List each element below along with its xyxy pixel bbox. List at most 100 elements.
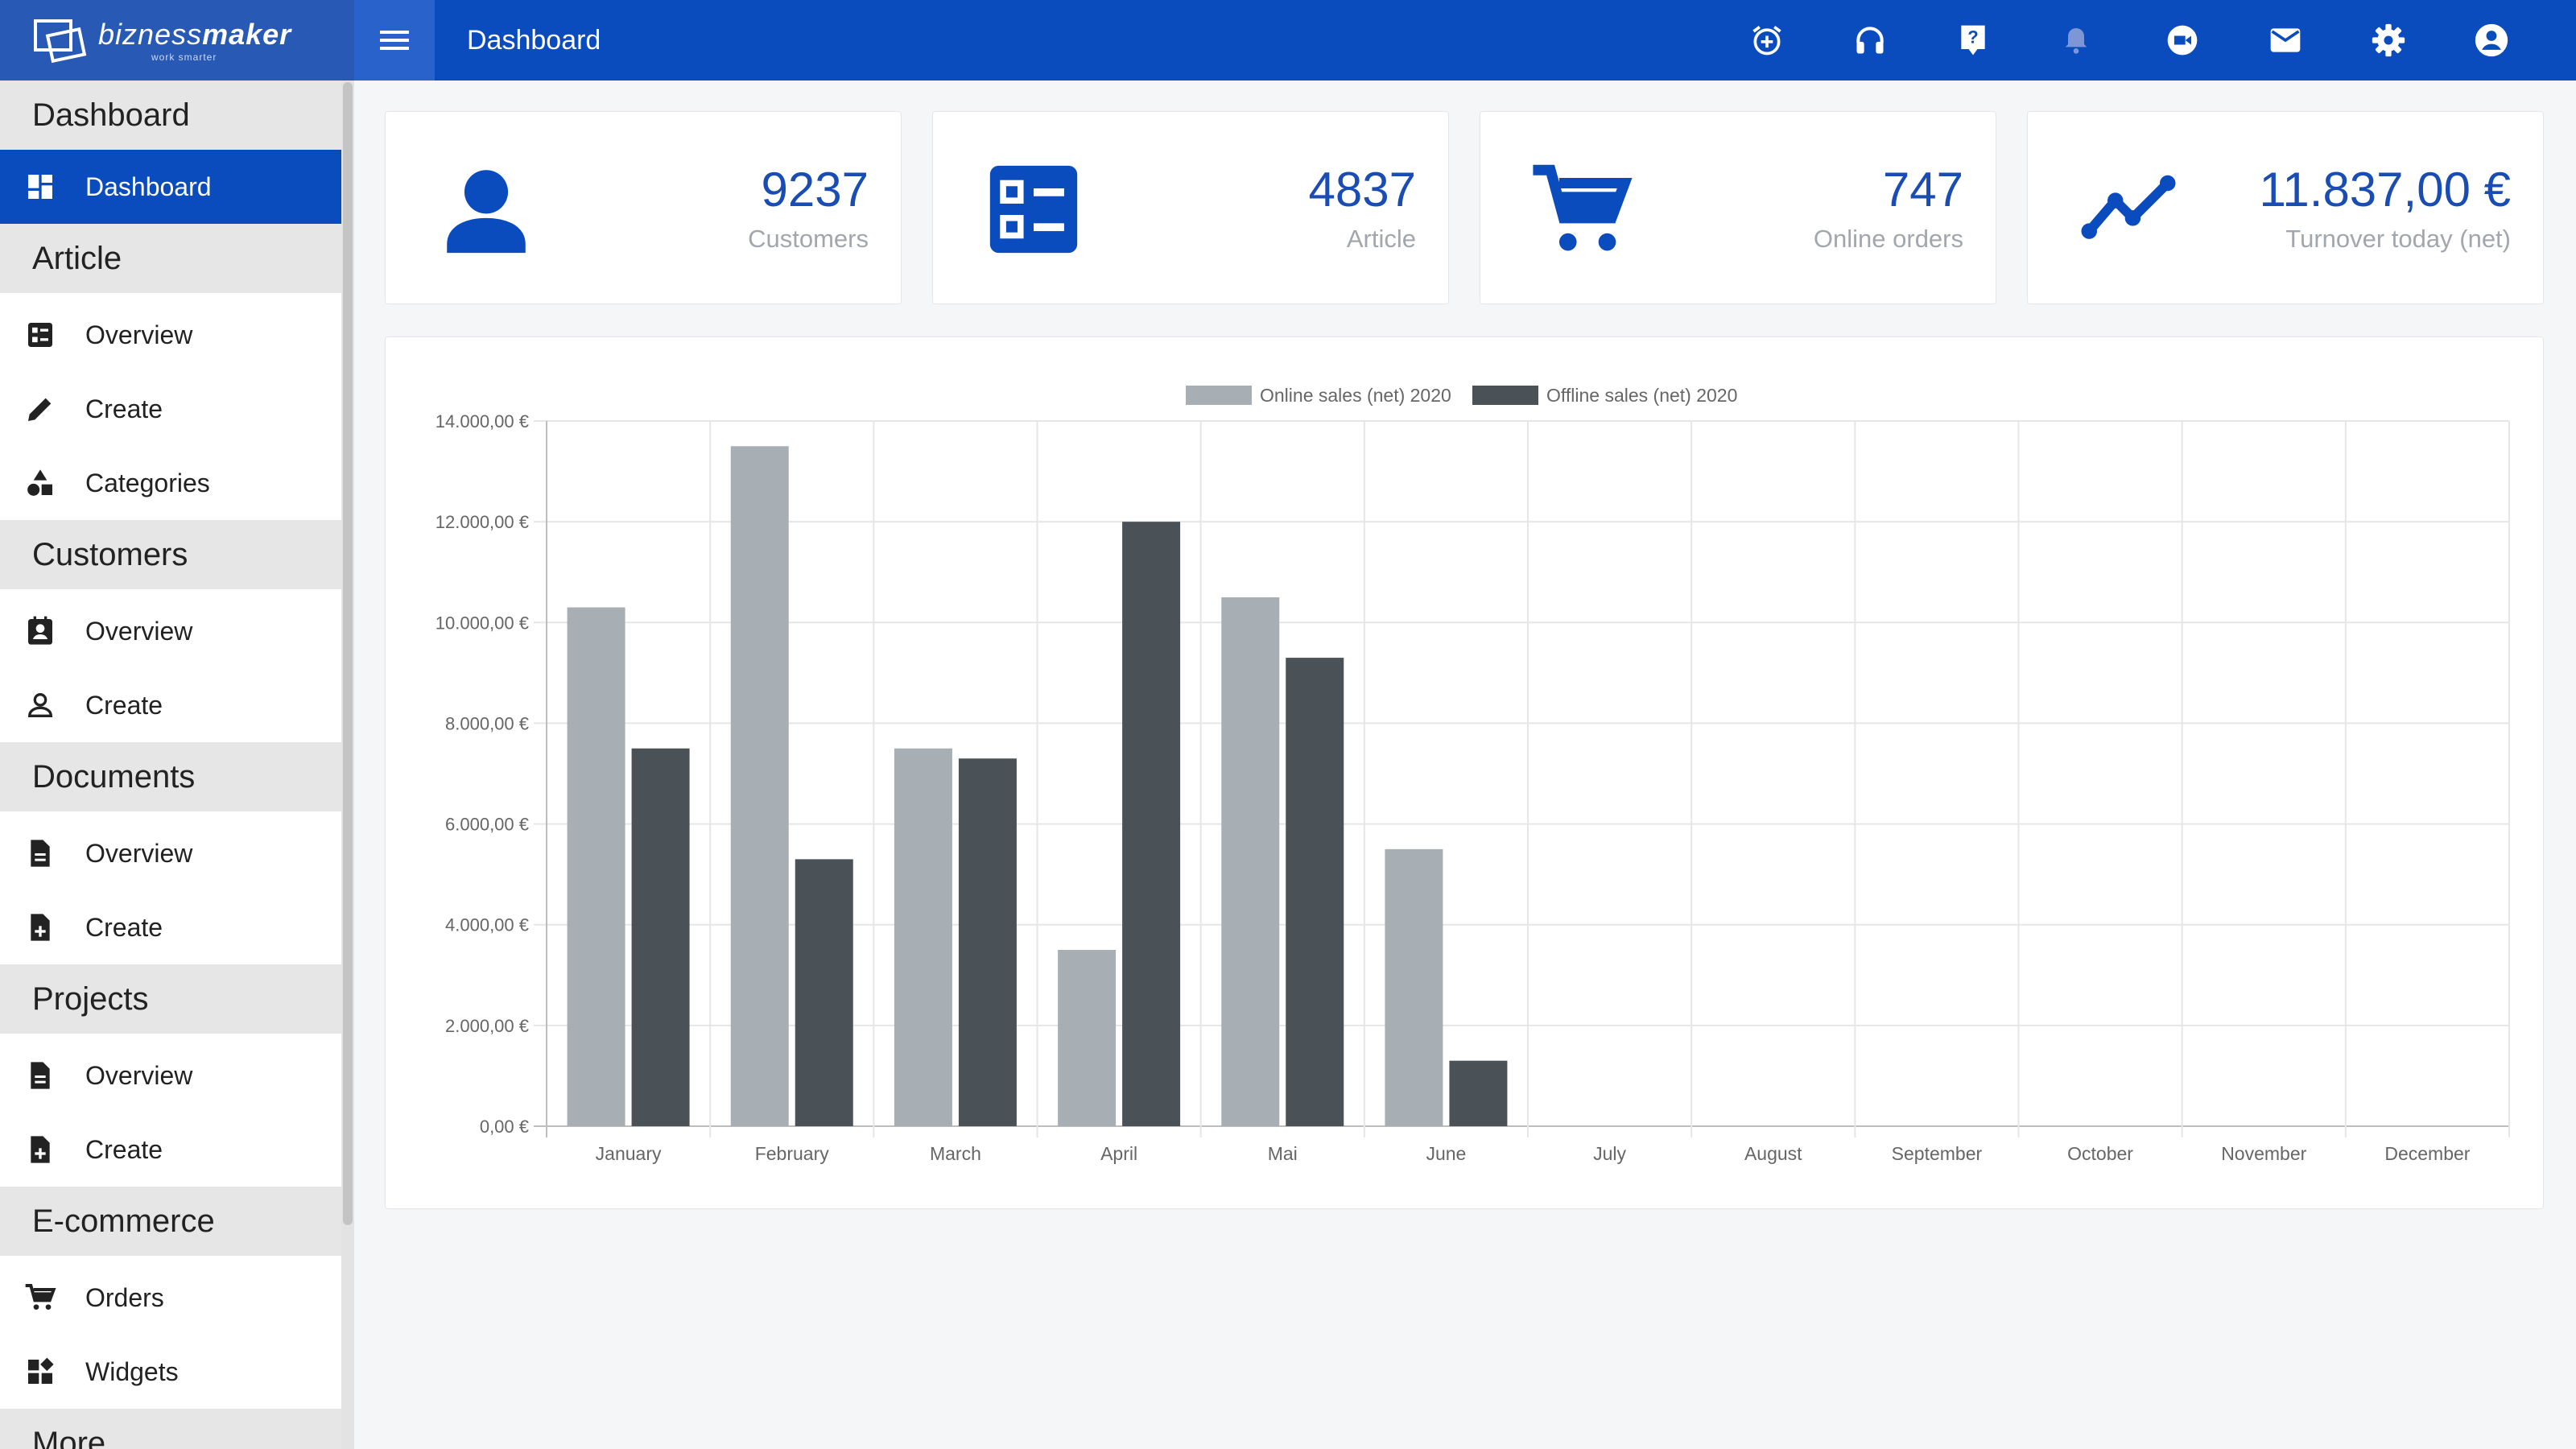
top-bar: biznessmaker work smarter Dashboard ? xyxy=(0,0,2576,80)
help-icon[interactable]: ? xyxy=(1953,20,1993,60)
chart-bar-offline xyxy=(1449,1060,1508,1126)
stat-card-customers: 9237 Customers xyxy=(385,111,902,304)
sidebar-item-documents-overview[interactable]: Overview xyxy=(0,816,341,890)
customer-icon xyxy=(447,170,526,254)
headset-icon[interactable] xyxy=(1850,20,1890,60)
document-add-icon xyxy=(31,1136,50,1163)
x-tick-label: June xyxy=(1426,1143,1466,1164)
chart-bar-online xyxy=(1221,597,1280,1126)
list-icon xyxy=(28,323,52,347)
stat-label: Customers xyxy=(748,225,869,253)
logo-mark-icon xyxy=(34,19,87,64)
sidebar-section-dashboard: Dashboard xyxy=(0,80,341,150)
x-tick-label: July xyxy=(1593,1143,1626,1164)
sidebar-item-article-categories[interactable]: Categories xyxy=(0,446,341,520)
sidebar-item-dashboard[interactable]: Dashboard xyxy=(0,150,341,224)
chart-bar-online xyxy=(567,607,625,1126)
sidebar-section-customers: Customers xyxy=(0,520,341,589)
sidebar-item-orders[interactable]: Orders xyxy=(0,1261,341,1335)
document-add-icon xyxy=(31,914,50,941)
pencil-icon xyxy=(28,398,52,421)
sales-bar-chart: 0,00 € 2.000,00 € 4.000,00 € 6.000,00 € 8.00… xyxy=(436,385,2510,1164)
dashboard-icon xyxy=(28,175,52,199)
stat-value: 9237 xyxy=(761,163,869,217)
sidebar-item-customers-overview[interactable]: Overview xyxy=(0,594,341,668)
page-title: Dashboard xyxy=(467,25,601,56)
mail-icon[interactable] xyxy=(2265,20,2306,60)
legend-swatch xyxy=(1186,386,1252,405)
x-tick-label: December xyxy=(2384,1143,2470,1164)
stat-value: 11.837,00 € xyxy=(2259,163,2511,217)
y-tick-label: 10.000,00 € xyxy=(436,613,529,633)
stat-value: 747 xyxy=(1882,163,1963,217)
document-icon xyxy=(31,840,50,867)
x-tick-label: April xyxy=(1100,1143,1137,1164)
sidebar-item-customers-create[interactable]: Create xyxy=(0,668,341,742)
cart-icon xyxy=(1533,164,1633,251)
legend-label: Offline sales (net) 2020 xyxy=(1546,385,1737,406)
sidebar-item-article-create[interactable]: Create xyxy=(0,372,341,446)
sidebar-scrollbar-thumb[interactable] xyxy=(343,82,353,1225)
x-tick-label: February xyxy=(755,1143,830,1164)
person-icon xyxy=(27,693,53,717)
sidebar-item-documents-create[interactable]: Create xyxy=(0,890,341,964)
sidebar-section-article: Article xyxy=(0,224,341,293)
widgets-icon xyxy=(28,1357,54,1384)
sidebar-section-documents: Documents xyxy=(0,742,341,811)
y-tick-label: 12.000,00 € xyxy=(436,512,529,532)
contact-card-icon xyxy=(28,616,52,645)
sidebar: Dashboard Dashboard Article Overview Cre… xyxy=(0,80,354,1449)
alarm-icon[interactable] xyxy=(1747,20,1787,60)
y-tick-label: 2.000,00 € xyxy=(445,1016,529,1036)
chart-bar-online xyxy=(1058,950,1117,1126)
y-tick-label: 0,00 € xyxy=(480,1117,529,1137)
y-tick-label: 8.000,00 € xyxy=(445,713,529,733)
stat-card-online-orders: 747 Online orders xyxy=(1480,111,1996,304)
brand-tagline: work smarter xyxy=(151,52,217,63)
stat-label: Article xyxy=(1346,225,1416,253)
settings-icon[interactable] xyxy=(2368,20,2409,60)
logo[interactable]: biznessmaker work smarter xyxy=(0,0,354,80)
y-tick-label: 6.000,00 € xyxy=(445,815,529,835)
chart-bar-offline xyxy=(795,859,853,1126)
chart-bar-offline xyxy=(958,758,1017,1126)
stat-label: Turnover today (net) xyxy=(2285,225,2511,253)
video-icon[interactable] xyxy=(2162,20,2202,60)
stat-value: 4837 xyxy=(1308,163,1416,217)
x-tick-label: November xyxy=(2221,1143,2306,1164)
chart-bar-offline xyxy=(631,748,690,1126)
hamburger-icon xyxy=(380,31,409,50)
x-tick-label: October xyxy=(2067,1143,2133,1164)
x-tick-label: September xyxy=(1892,1143,1983,1164)
document-icon xyxy=(31,1062,50,1089)
x-tick-label: March xyxy=(930,1143,981,1164)
svg-text:?: ? xyxy=(1967,27,1978,47)
y-tick-label: 4.000,00 € xyxy=(445,915,529,935)
menu-toggle-button[interactable] xyxy=(354,0,435,80)
x-tick-label: August xyxy=(1744,1143,1802,1164)
chart-bar-online xyxy=(1385,848,1443,1126)
sales-chart-card: 0,00 € 2.000,00 € 4.000,00 € 6.000,00 € 8.00… xyxy=(385,336,2544,1209)
sidebar-item-widgets[interactable]: Widgets xyxy=(0,1335,341,1409)
stat-card-turnover: 11.837,00 € Turnover today (net) xyxy=(2027,111,2544,304)
sidebar-scrollbar[interactable] xyxy=(341,80,354,1449)
account-icon[interactable] xyxy=(2471,20,2512,60)
sidebar-item-projects-overview[interactable]: Overview xyxy=(0,1038,341,1113)
sidebar-section-more: More xyxy=(0,1409,341,1449)
chart-bar-online xyxy=(730,446,789,1126)
bell-icon[interactable] xyxy=(2056,20,2096,60)
chart-bar-offline xyxy=(1286,658,1344,1126)
sidebar-section-projects: Projects xyxy=(0,964,341,1034)
legend-label: Online sales (net) 2020 xyxy=(1260,385,1451,406)
y-tick-label: 14.000,00 € xyxy=(436,411,529,431)
shapes-icon xyxy=(27,469,52,496)
x-tick-label: January xyxy=(596,1143,662,1164)
stat-label: Online orders xyxy=(1813,225,1963,253)
article-list-icon xyxy=(989,165,1078,254)
chart-bar-online xyxy=(894,748,952,1126)
stat-card-article: 4837 Article xyxy=(932,111,1449,304)
sidebar-item-article-overview[interactable]: Overview xyxy=(0,298,341,372)
legend-swatch xyxy=(1472,386,1538,405)
brand-name: biznessmaker xyxy=(98,18,292,51)
sidebar-item-projects-create[interactable]: Create xyxy=(0,1113,341,1187)
